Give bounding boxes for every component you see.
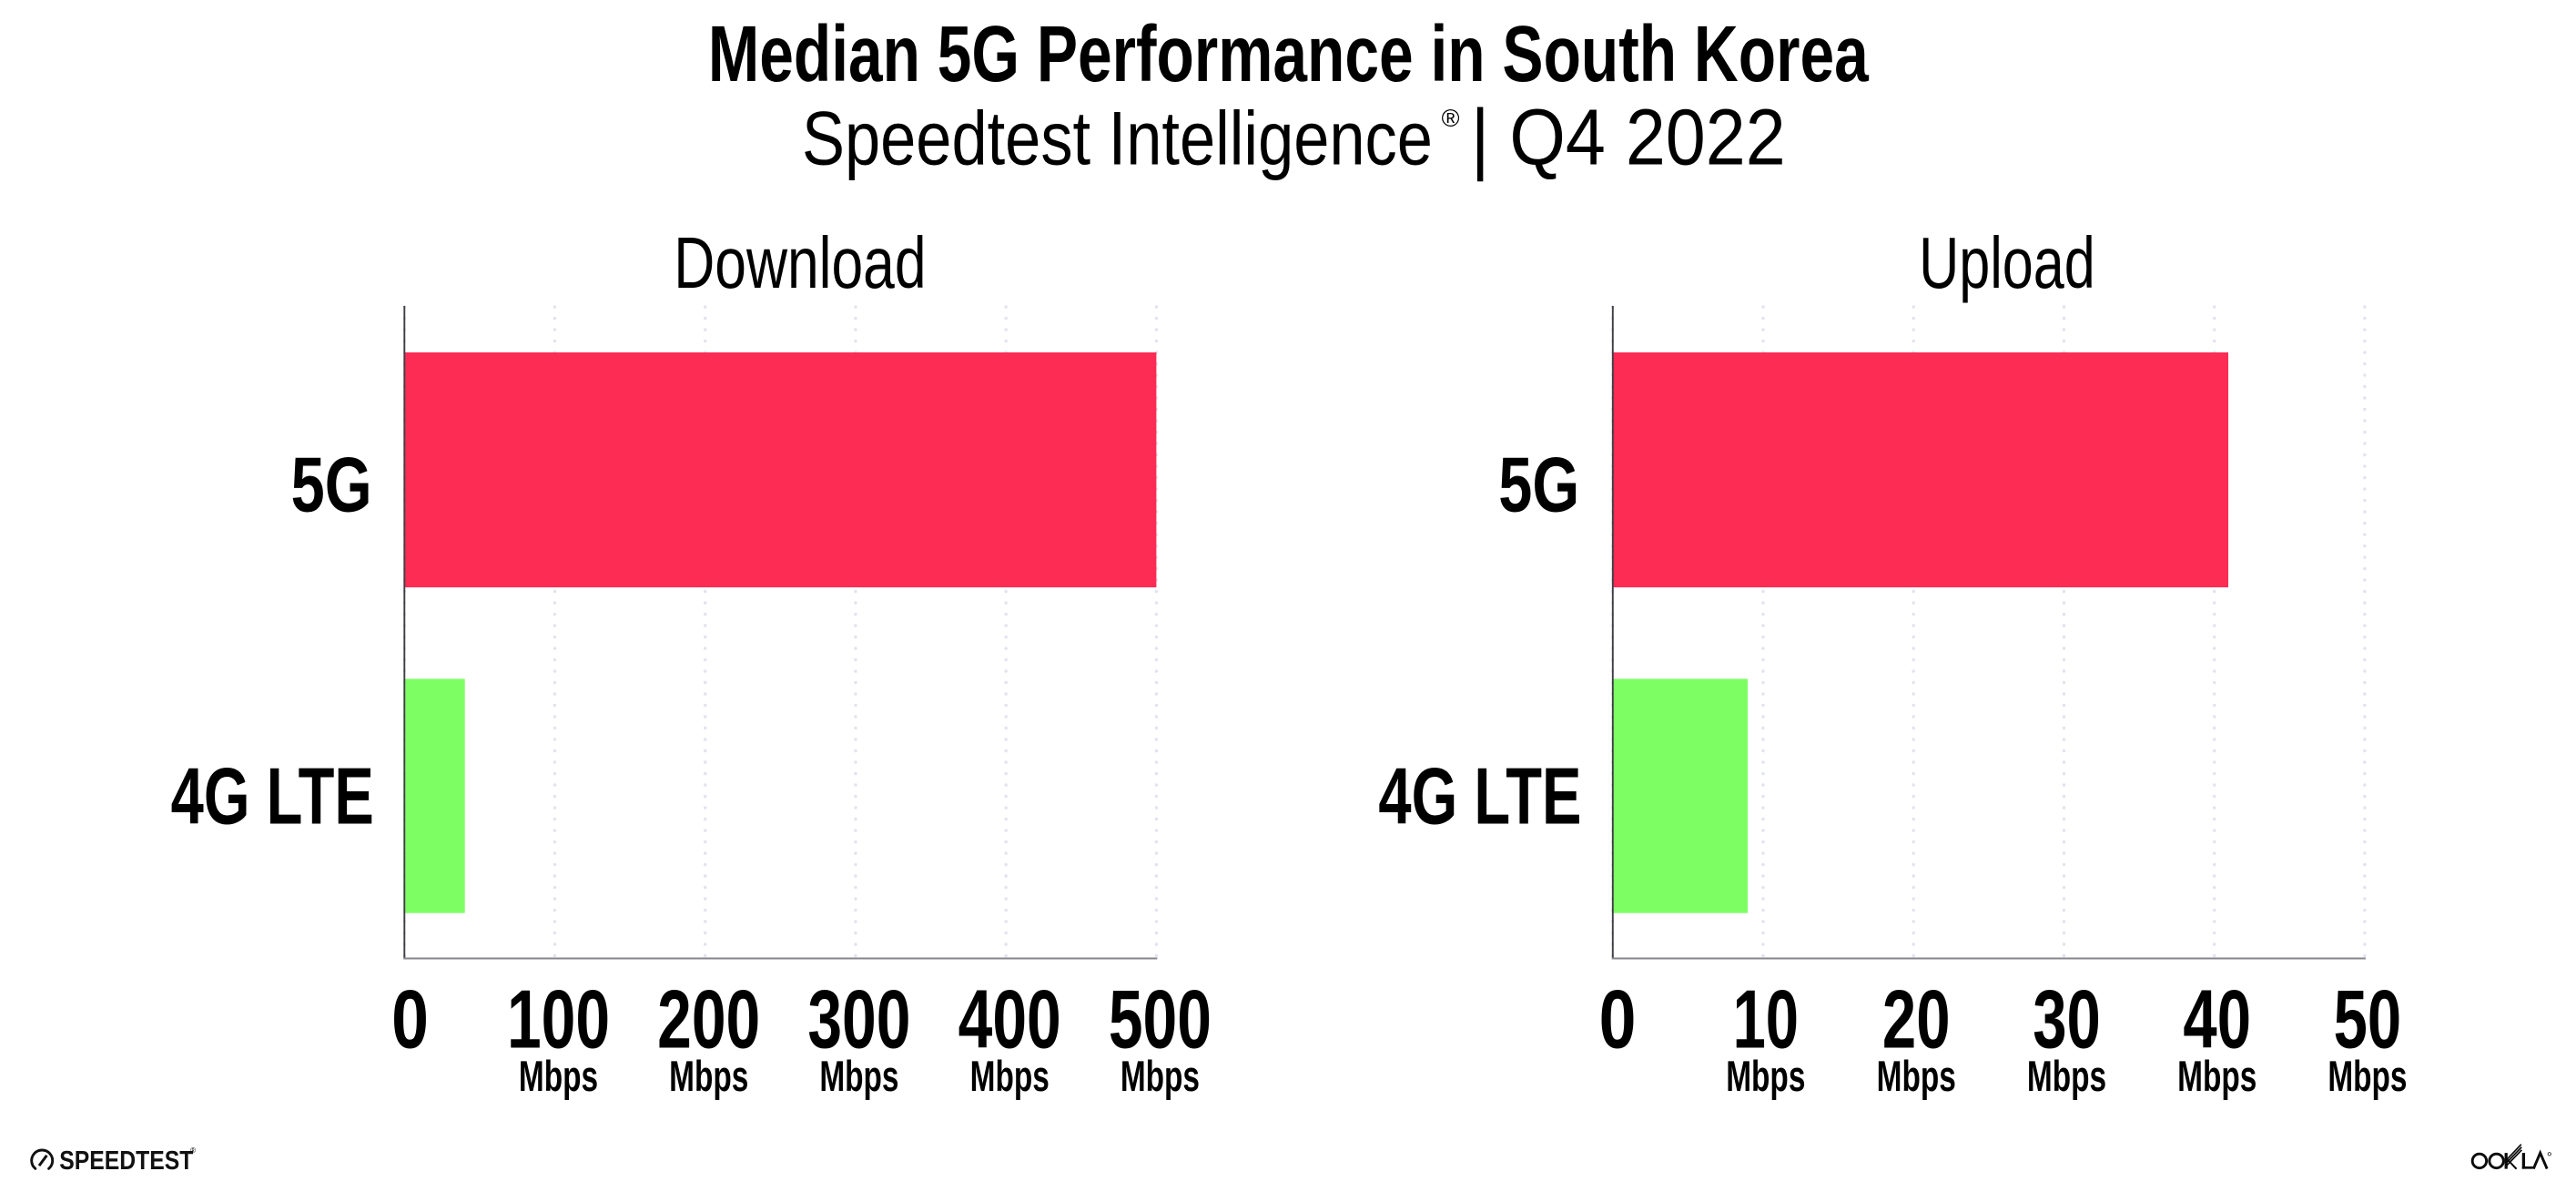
svg-text:4G LTE: 4G LTE <box>171 752 374 841</box>
svg-text:50: 50 <box>2334 973 2402 1065</box>
svg-text:0: 0 <box>391 973 429 1065</box>
svg-text:300: 300 <box>807 973 910 1065</box>
svg-text:Speedtest Intelligence: Speedtest Intelligence <box>802 97 1433 181</box>
svg-text:| Q4 2022: | Q4 2022 <box>1471 93 1786 181</box>
svg-text:Mbps: Mbps <box>1121 1052 1200 1100</box>
svg-text:®: ® <box>1442 105 1460 132</box>
svg-text:5G: 5G <box>1498 443 1579 529</box>
svg-text:Download: Download <box>674 222 926 303</box>
svg-text:Mbps: Mbps <box>2027 1052 2106 1100</box>
svg-text:Mbps: Mbps <box>970 1052 1050 1100</box>
svg-text:30: 30 <box>2033 973 2101 1065</box>
svg-text:40: 40 <box>2183 973 2251 1065</box>
svg-text:Mbps: Mbps <box>2177 1052 2257 1100</box>
svg-text:SPEEDTEST: SPEEDTEST <box>59 1146 194 1175</box>
svg-text:100: 100 <box>507 973 610 1065</box>
svg-text:Upload: Upload <box>1919 223 2095 304</box>
svg-text:20: 20 <box>1882 973 1951 1065</box>
svg-text:Mbps: Mbps <box>1877 1052 1956 1100</box>
svg-text:200: 200 <box>657 973 760 1065</box>
svg-text:Mbps: Mbps <box>2328 1052 2407 1100</box>
svg-text:Median 5G Performance in South: Median 5G Performance in South Korea <box>708 9 1869 98</box>
svg-text:500: 500 <box>1109 973 1212 1065</box>
svg-text:400: 400 <box>958 973 1061 1065</box>
svg-text:Mbps: Mbps <box>669 1052 748 1100</box>
svg-text:10: 10 <box>1733 973 1799 1065</box>
svg-text:4G LTE: 4G LTE <box>1378 752 1581 841</box>
svg-text:Mbps: Mbps <box>519 1052 598 1100</box>
svg-text:0: 0 <box>1599 973 1637 1065</box>
svg-text:Mbps: Mbps <box>819 1052 898 1100</box>
svg-text:®: ® <box>190 1146 196 1155</box>
svg-text:Mbps: Mbps <box>1726 1052 1805 1100</box>
svg-text:5G: 5G <box>291 443 372 529</box>
